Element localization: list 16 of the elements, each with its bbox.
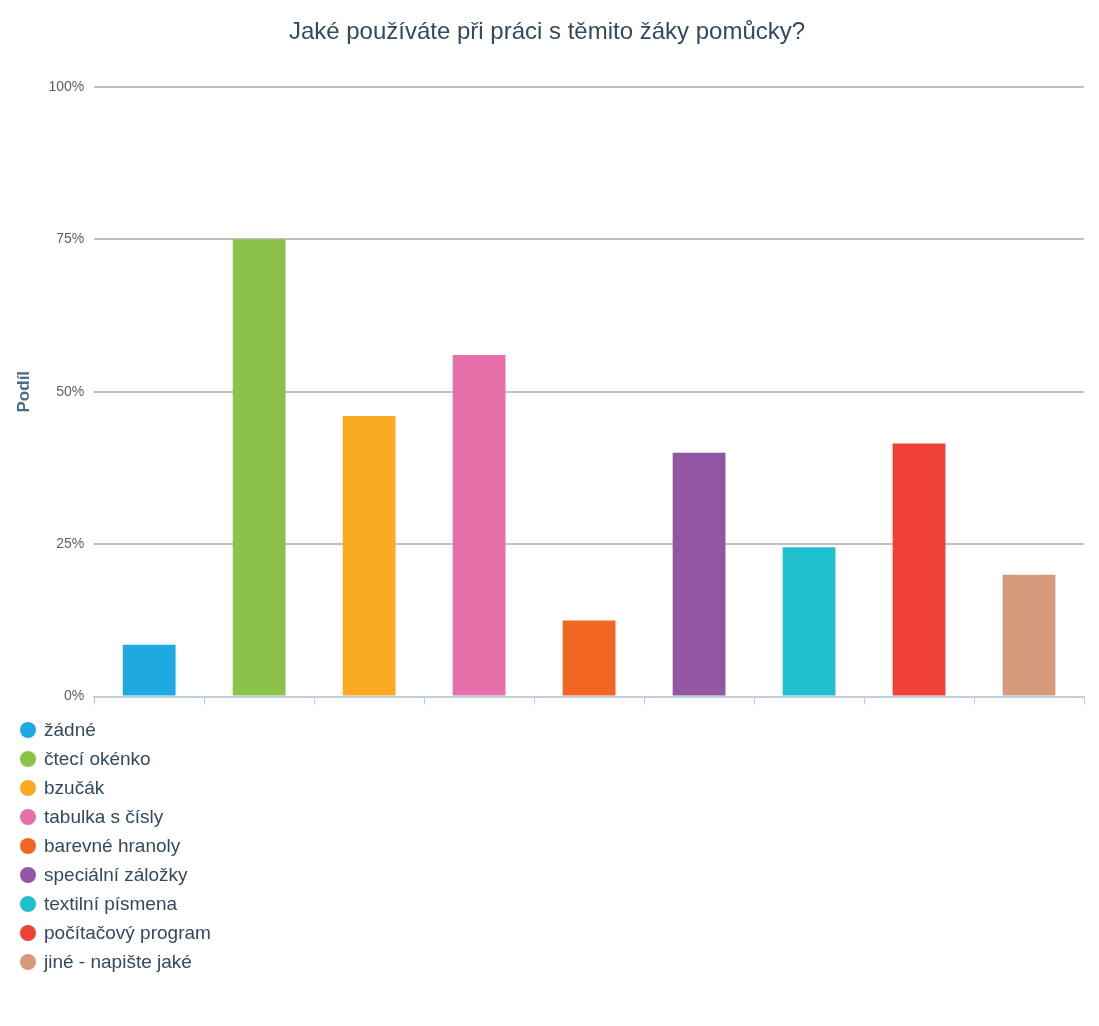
legend-label: speciální záložky [44, 863, 188, 886]
legend-label: tabulka s čísly [44, 805, 164, 828]
chart-title: Jaké používáte při práci s těmito žáky pomůcky? [288, 17, 806, 45]
legend-label: barevné hranoly [44, 834, 181, 857]
legend-label: žádné [44, 718, 96, 741]
legend-label: bzučák [44, 776, 105, 799]
y-tick-label: 100% [48, 77, 85, 94]
legend-label: počítačový program [44, 921, 211, 944]
y-tick-label: 50% [56, 382, 85, 399]
legend-label: textilní písmena [44, 892, 178, 915]
y-tick-label: 0% [63, 687, 85, 704]
legend-label: jiné - napište jaké [44, 950, 192, 973]
y-tick-label: 75% [56, 230, 85, 247]
legend-label: čtecí okénko [44, 747, 151, 770]
y-axis-title: Podíl [13, 370, 33, 413]
y-tick-label: 25% [56, 535, 85, 552]
